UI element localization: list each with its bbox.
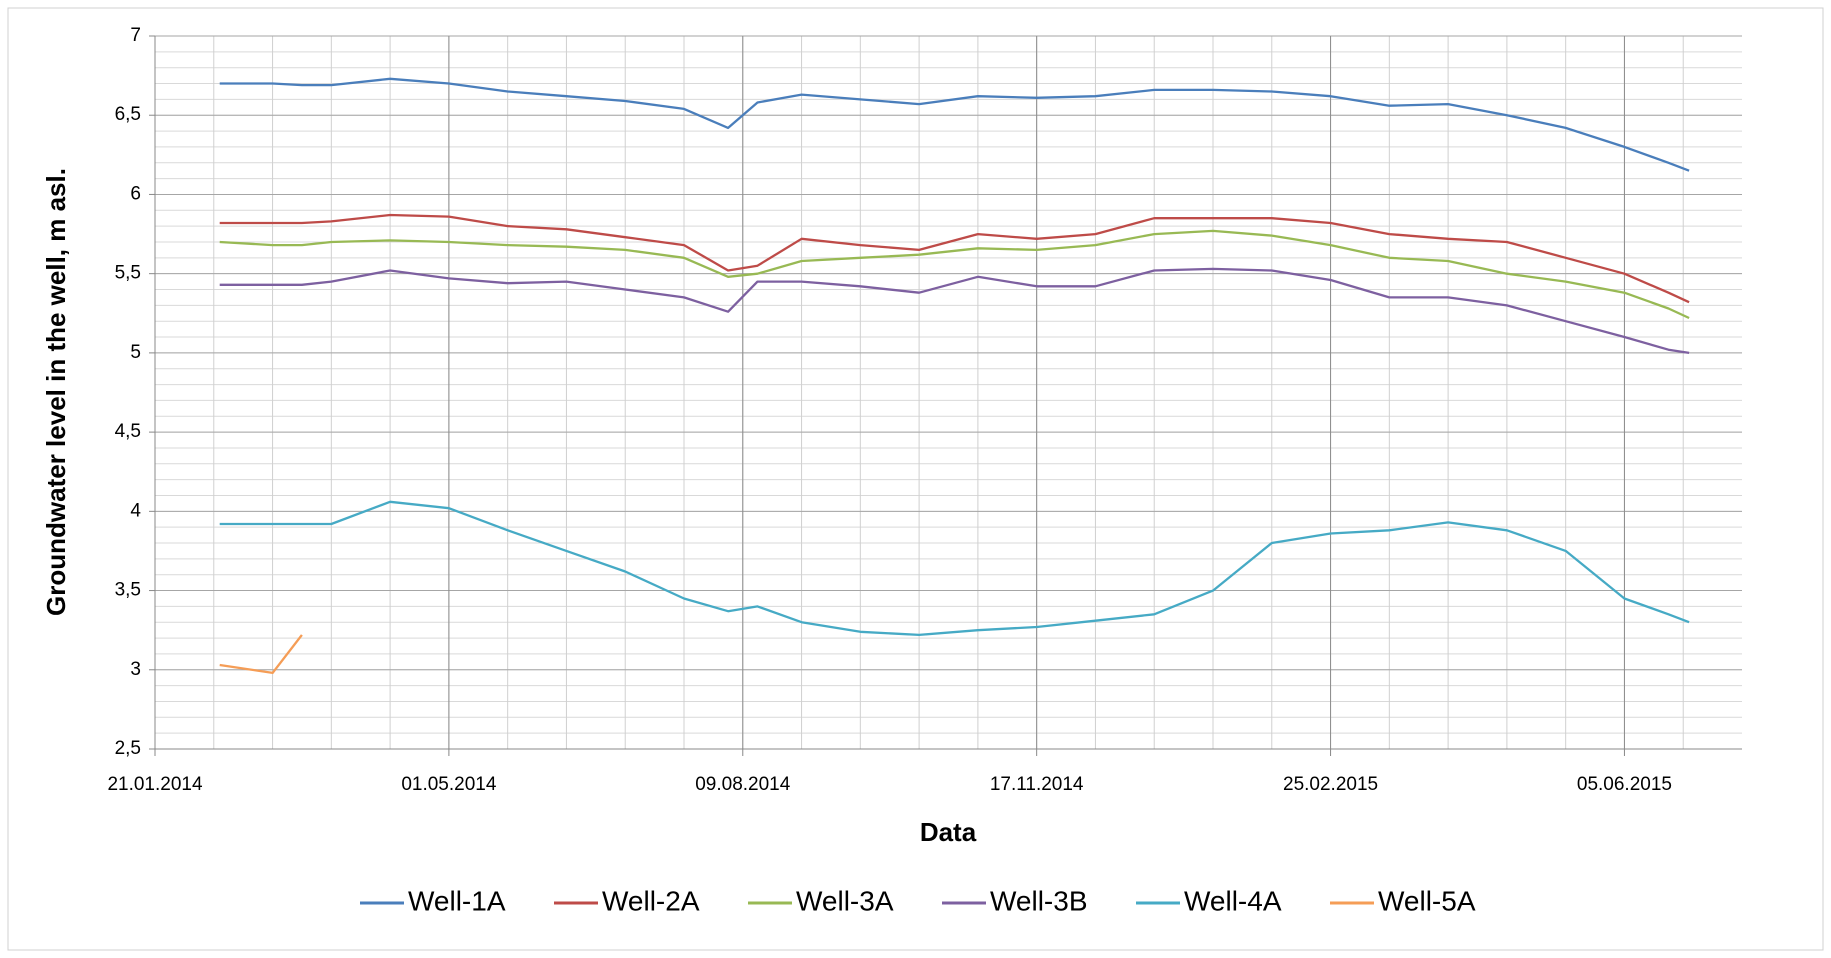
y-tick-label: 6 <box>130 183 141 204</box>
y-tick-label: 5,5 <box>115 263 141 284</box>
legend-label: Well-4A <box>1184 885 1282 916</box>
plot-lines <box>219 77 1690 675</box>
x-tick-label: 17.11.2014 <box>990 774 1084 795</box>
series-line <box>219 634 303 675</box>
series-line <box>219 500 1690 637</box>
x-axis-title: Data <box>920 817 977 847</box>
labels: Data Groundwater level in the well, m as… <box>41 25 1672 847</box>
x-tick-label: 21.01.2014 <box>107 774 203 795</box>
legend-label: Well-5A <box>1378 885 1476 916</box>
series-line <box>219 213 1690 304</box>
legend-label: Well-2A <box>602 885 700 916</box>
legend-label: Well-3A <box>796 885 894 916</box>
legend-label: Well-3B <box>990 885 1088 916</box>
series-line <box>219 267 1690 355</box>
legend: Well-1A Well-2A Well-3A Well-3B Well-4A Well-… <box>360 885 1476 916</box>
series-line <box>219 77 1690 172</box>
y-tick-label: 4,5 <box>115 421 141 442</box>
x-tick-label: 25.02.2015 <box>1283 774 1378 795</box>
x-tick-label: 09.08.2014 <box>695 774 791 795</box>
y-tick-label: 3 <box>130 659 141 680</box>
chart-frame <box>7 7 1824 951</box>
y-tick-label: 6,5 <box>115 104 141 125</box>
x-tick-label: 01.05.2014 <box>401 774 497 795</box>
y-tick-label: 2,5 <box>115 738 141 759</box>
series-line <box>219 229 1690 320</box>
y-tick-label: 7 <box>130 25 141 46</box>
y-tick-label: 4 <box>130 500 141 521</box>
y-tick-label: 3,5 <box>115 580 141 601</box>
legend-label: Well-1A <box>408 885 506 916</box>
x-tick-label: 05.06.2015 <box>1577 774 1672 795</box>
y-axis-title: Groundwater level in the well, m asl. <box>41 168 71 616</box>
y-tick-label: 5 <box>130 342 141 363</box>
